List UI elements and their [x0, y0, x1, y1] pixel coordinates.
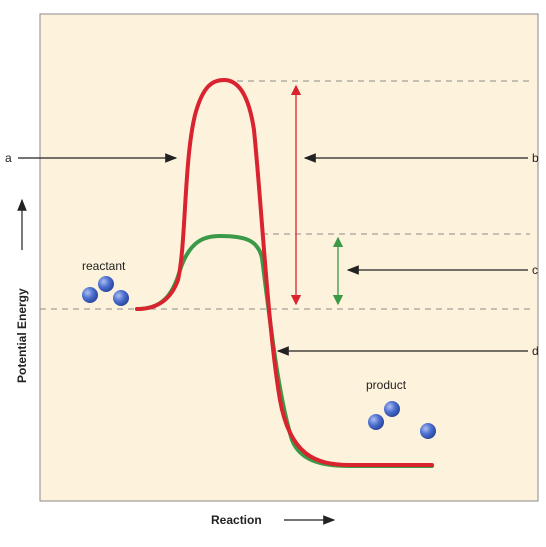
y-axis-label: Potential Energy	[15, 288, 29, 383]
label-a: a	[5, 151, 12, 165]
label-c: c	[532, 263, 538, 277]
x-axis-label: Reaction	[211, 513, 262, 527]
reactant-molecules-icon	[82, 276, 129, 306]
product-label: product	[366, 378, 407, 392]
plot-panel	[39, 13, 539, 502]
label-b: b	[532, 151, 539, 165]
label-d: d	[532, 344, 539, 358]
product-molecules-icon	[368, 401, 436, 439]
reactant-label: reactant	[82, 259, 126, 273]
uncatalyzed-curve	[135, 77, 434, 467]
